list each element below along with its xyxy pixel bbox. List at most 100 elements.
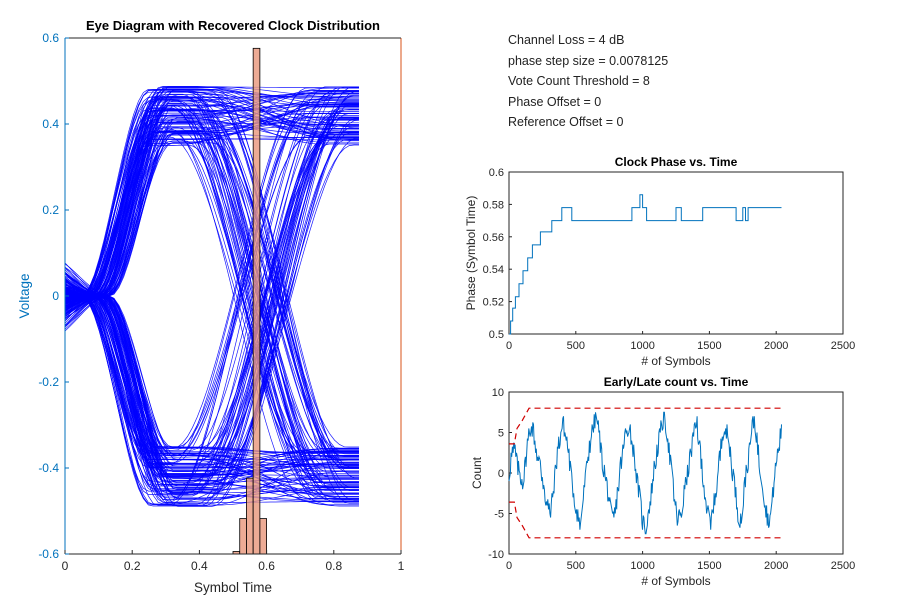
lower-threshold-line <box>509 501 782 539</box>
histogram-bar <box>252 47 261 555</box>
count-y-label: Count <box>470 456 484 489</box>
eye-y-tick-label: 0.6 <box>42 31 59 45</box>
phase-x-tick-label: 500 <box>567 340 585 352</box>
count-plot-area <box>508 391 844 555</box>
early-late-chart: Early/Late count vs. Time 0 500 1000 1500 20… <box>470 375 855 588</box>
channel-loss-text: Channel Loss = 4 dB <box>508 33 625 47</box>
count-y-tick-label: 10 <box>492 387 504 399</box>
eye-trace <box>64 140 359 499</box>
eye-trace <box>64 99 359 314</box>
eye-y-tick-label: -0.2 <box>38 375 59 389</box>
eye-trace <box>64 122 359 468</box>
eye-y-label: Voltage <box>17 273 32 318</box>
reference-offset-text: Reference Offset = 0 <box>508 115 624 130</box>
eye-x-label: Symbol Time <box>194 580 272 595</box>
eye-trace <box>64 112 359 506</box>
count-x-tick-label: 1500 <box>697 560 721 572</box>
phase-y-tick-label: 0.56 <box>483 232 504 244</box>
eye-trace <box>64 108 359 484</box>
eye-trace <box>64 295 359 476</box>
phase-y-tick-label: 0.58 <box>483 199 504 211</box>
eye-trace <box>64 283 359 504</box>
count-y-tick-label: -10 <box>488 549 504 561</box>
eye-trace <box>64 90 359 485</box>
phase-x-tick-label: 1500 <box>697 340 721 352</box>
eye-trace <box>64 109 359 499</box>
eye-trace <box>64 284 359 454</box>
eye-x-tick-label: 0.4 <box>191 559 208 573</box>
eye-trace <box>64 295 359 477</box>
clock-phase-chart: Clock Phase vs. Time 0 500 1000 1500 2000 250… <box>464 155 855 368</box>
eye-trace <box>64 143 359 465</box>
eye-trace <box>64 118 359 464</box>
count-x-tick-label: 0 <box>506 560 512 572</box>
eye-trace <box>64 90 359 457</box>
upper-threshold-line <box>509 407 782 445</box>
eye-trace <box>64 90 359 300</box>
eye-trace <box>64 110 359 499</box>
eye-trace <box>64 91 359 297</box>
phase-step-text: phase step size = 0.0078125 <box>508 53 669 68</box>
phase-y-tick-label: 0.5 <box>489 329 504 341</box>
phase-x-tick-label: 1000 <box>630 340 654 352</box>
phase-y-tick-label: 0.54 <box>483 264 504 276</box>
eye-trace <box>64 89 359 297</box>
phase-y-label: Phase (Symbol Time) <box>464 196 478 311</box>
eye-y-tick-label: 0.2 <box>42 203 59 217</box>
histogram-bar <box>259 518 268 555</box>
phase-x-tick-label: 2500 <box>831 340 855 352</box>
eye-trace <box>64 117 359 456</box>
eye-trace <box>64 100 359 297</box>
phase-chart-title: Clock Phase vs. Time <box>615 155 738 169</box>
eye-trace <box>64 134 359 495</box>
eye-trace <box>64 91 359 297</box>
eye-trace <box>64 94 359 483</box>
eye-trace <box>64 94 359 482</box>
eye-trace <box>64 293 359 458</box>
eye-chart-title: Eye Diagram with Recovered Clock Distrib… <box>86 18 380 33</box>
eye-trace <box>64 278 359 503</box>
eye-trace <box>64 117 360 479</box>
eye-trace <box>64 93 359 478</box>
eye-trace <box>64 88 359 312</box>
phase-offset-text: Phase Offset = 0 <box>508 94 602 109</box>
eye-trace <box>64 295 359 467</box>
phase-series-line <box>509 194 782 335</box>
phase-x-label: # of Symbols <box>641 354 710 368</box>
vote-threshold-text: Vote Count Threshold = 8 <box>508 74 650 89</box>
eye-trace <box>64 295 359 454</box>
phase-plot-area <box>508 171 844 335</box>
eye-diagram-chart: Eye Diagram with Recovered Clock Distrib… <box>17 18 405 595</box>
eye-x-tick-label: 0.2 <box>124 559 141 573</box>
eye-trace <box>64 88 359 319</box>
phase-x-tick-label: 0 <box>506 340 512 352</box>
eye-x-tick-label: 0.8 <box>325 559 342 573</box>
count-chart-title: Early/Late count vs. Time <box>604 375 749 389</box>
eye-trace <box>64 121 359 469</box>
parameter-annotations: Channel Loss = 4 dB phase step size = 0.… <box>508 30 668 133</box>
eye-trace <box>64 97 359 305</box>
count-series-line <box>508 411 782 535</box>
eye-trace <box>64 108 359 505</box>
eye-trace <box>64 290 359 490</box>
eye-trace <box>64 266 359 499</box>
count-x-tick-label: 2500 <box>831 560 855 572</box>
eye-trace <box>64 115 359 297</box>
eye-trace <box>64 119 359 297</box>
eye-trace <box>64 106 359 302</box>
count-x-tick-label: 1000 <box>630 560 654 572</box>
eye-trace <box>64 134 359 463</box>
histogram-bar <box>239 518 247 555</box>
eye-y-tick-label: 0.4 <box>42 117 59 131</box>
eye-trace <box>64 119 360 468</box>
count-x-tick-label: 2000 <box>764 560 788 572</box>
phase-x-tick-label: 2000 <box>764 340 788 352</box>
histogram-bar <box>246 477 254 555</box>
phase-ticks: 0 500 1000 1500 2000 2500 0.5 0.52 0.54 0.56 0.58 0… <box>483 167 856 352</box>
eye-trace <box>64 269 359 500</box>
count-x-tick-label: 500 <box>567 560 585 572</box>
eye-trace <box>64 131 359 494</box>
count-y-tick-label: -5 <box>494 509 504 521</box>
eye-trace <box>64 86 359 490</box>
